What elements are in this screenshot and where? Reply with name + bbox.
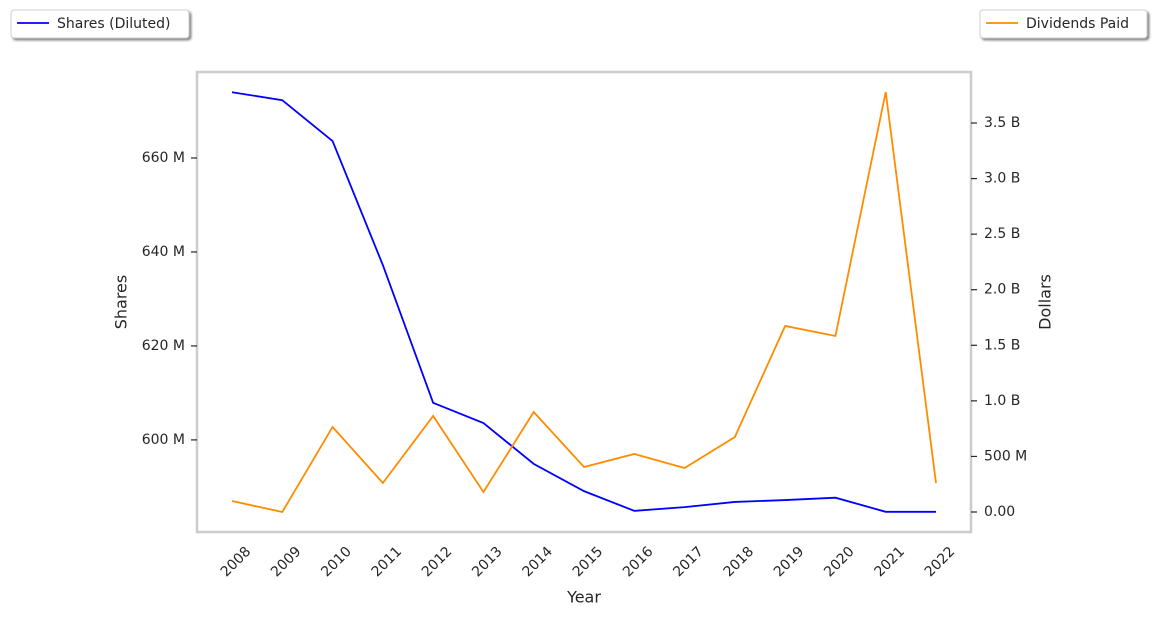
x-tick-label: 2019 (771, 544, 808, 581)
x-tick-label: 2015 (570, 544, 607, 581)
legend-label: Dividends Paid (1026, 16, 1129, 32)
y-axis-label: Shares (112, 275, 131, 330)
x-axis-label: Year (566, 588, 601, 607)
x-tick-label: 2022 (922, 544, 959, 581)
y2-tick-label: 2.5 B (984, 226, 1020, 242)
y2-tick-label: 0.00 (984, 504, 1015, 520)
y2-tick-label: 3.5 B (984, 115, 1020, 131)
x-tick-label: 2011 (369, 544, 406, 581)
line-series (231, 91, 936, 513)
y2-axis-label: Dollars (1036, 274, 1055, 330)
plot-frame (195, 70, 973, 534)
y2-tick-label: 1.0 B (984, 393, 1020, 409)
x-tick-label: 2008 (218, 544, 255, 581)
legend-box (10, 9, 190, 39)
x-tick-label: 2012 (419, 544, 456, 581)
y-tick-label: 640 M (142, 244, 185, 260)
x-tick-label: 2010 (318, 544, 355, 581)
y2-tick-label: 500 M (984, 448, 1027, 464)
y-tick-label: 620 M (142, 338, 185, 354)
x-tick-label: 2009 (268, 544, 305, 581)
y-tick-label: 600 M (142, 432, 185, 448)
x-tick-label: 2021 (871, 544, 908, 581)
y2-tick-label: 1.5 B (984, 337, 1020, 353)
x-tick-label: 2017 (670, 544, 707, 581)
legend-label: Shares (Diluted) (57, 16, 171, 32)
x-tick-label: 2018 (721, 544, 758, 581)
y-tick-label: 660 M (142, 150, 185, 166)
y2-tick-label: 3.0 B (984, 171, 1020, 187)
x-tick-label: 2016 (620, 544, 657, 581)
legend-box (979, 9, 1148, 39)
x-tick-label: 2014 (519, 544, 556, 581)
line-series (231, 91, 937, 514)
x-tick-label: 2020 (821, 544, 858, 581)
x-tick-label: 2013 (469, 544, 506, 581)
y2-tick-label: 2.0 B (984, 282, 1020, 298)
